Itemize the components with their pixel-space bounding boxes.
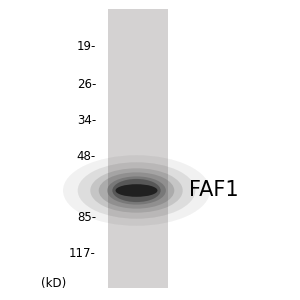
Text: (kD): (kD) [41,277,67,290]
Ellipse shape [116,184,158,197]
Ellipse shape [107,176,166,205]
Ellipse shape [78,162,195,219]
Text: 19-: 19- [76,40,96,53]
Ellipse shape [112,179,161,202]
Text: 34-: 34- [77,113,96,127]
Ellipse shape [63,155,210,226]
Ellipse shape [90,168,183,213]
Text: FAF1: FAF1 [189,181,238,200]
Text: 117-: 117- [69,247,96,260]
Text: 26-: 26- [76,77,96,91]
Text: 48-: 48- [77,149,96,163]
Bar [108,9,168,288]
Ellipse shape [99,172,174,208]
Text: 85-: 85- [77,211,96,224]
